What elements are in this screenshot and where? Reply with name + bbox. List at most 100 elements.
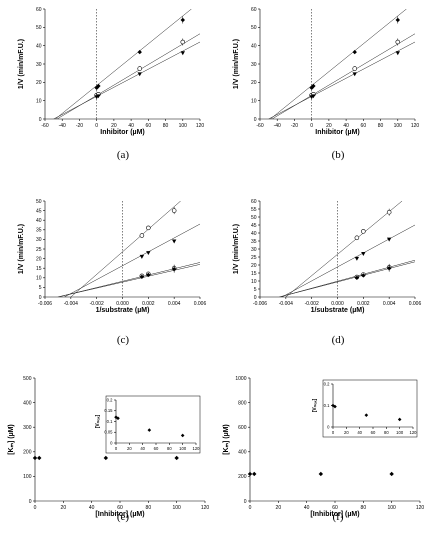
y-tick-label: 20 [251, 263, 257, 269]
x-tick-label: -60 [256, 123, 263, 129]
y-tick-label: 100 [23, 474, 32, 480]
inset-frame [322, 379, 418, 438]
y-tick-label: 200 [238, 474, 247, 480]
y-tick-label: 45 [36, 208, 42, 214]
x-tick-label: 20 [111, 123, 117, 129]
x-tick-label: 0 [310, 123, 313, 129]
data-point [318, 471, 324, 477]
fit-line [57, 262, 200, 297]
y-tick-label: 25 [251, 255, 257, 261]
data-point [247, 471, 253, 477]
x-tick-label: 100 [394, 123, 403, 129]
data-point [137, 66, 143, 71]
y-tick-label: 50 [36, 25, 42, 31]
x-axis-title: [Inhibitor] (µM) [310, 511, 359, 518]
data-point [137, 72, 142, 77]
data-point [146, 251, 151, 256]
y-tick-label: 10 [36, 98, 42, 104]
x-tick-label: 100 [179, 123, 188, 129]
data-point [180, 39, 186, 45]
x-tick-label: 60 [154, 446, 159, 451]
data-point [361, 273, 366, 278]
fit-line [64, 223, 200, 297]
y-tick-label: 0 [244, 499, 247, 505]
x-axis-title: Inhibitor (µM) [100, 129, 144, 136]
fit-line [70, 201, 181, 297]
data-point [146, 225, 151, 231]
y-axis-title: 1/V (min/mF.U.) [18, 224, 25, 274]
x-tick-label: 60 [146, 123, 152, 129]
data-point [361, 252, 366, 256]
x-tick-label: 60 [361, 123, 367, 129]
x-tick-label: -40 [274, 123, 281, 129]
x-tick-label: 40 [343, 123, 349, 129]
y-tick-label: 55 [251, 207, 257, 213]
data-point [103, 455, 109, 461]
panel-label: (c) [117, 334, 130, 346]
y-tick-label: 60 [251, 199, 257, 205]
y-tick-label: 0.1 [324, 403, 330, 408]
y-tick-label: 400 [23, 400, 32, 406]
y-tick-label: 0 [110, 440, 113, 445]
x-tick-label: 0.006 [194, 301, 207, 307]
y-tick-label: 0 [39, 117, 42, 123]
x-tick-label: -20 [76, 123, 83, 129]
fit-line [285, 201, 403, 297]
y-tick-label: 0 [29, 499, 32, 505]
inset-data-point [333, 404, 337, 409]
x-tick-label: 60 [117, 505, 123, 511]
y-tick-label: 300 [23, 425, 32, 431]
inset-y-axis-title: [Vₘₐₓ] [312, 398, 318, 412]
inset-chart-f: 0 20 40 60 80 100 120 0 0.1 0.2 [Vₘₐₓ] [312, 379, 418, 438]
inset-chart-e: 0 20 40 60 80 100 120 0 0.05 0.1 0.15 0.2 [Vₘₐₓ] [95, 395, 201, 454]
y-tick-label: 30 [251, 62, 257, 68]
y-tick-label: 60 [251, 7, 257, 13]
data-point [174, 455, 179, 461]
y-axis-title: [Kₘ] (µM) [223, 424, 230, 455]
inset-data-point [364, 413, 369, 417]
x-tick-label: -40 [59, 123, 66, 129]
x-tick-label: 80 [384, 430, 389, 435]
x-tick-label: 100 [179, 446, 187, 451]
chart-panel-f: 0 20 40 60 80 100 12002004006008001000[Inhibit… [223, 376, 424, 523]
x-tick-label: 120 [201, 505, 210, 511]
data-point [354, 235, 360, 241]
x-tick-label: 80 [146, 505, 152, 511]
y-tick-label: 40 [251, 43, 257, 49]
y-tick-label: 600 [238, 425, 247, 431]
data-point [96, 83, 101, 89]
fit-line [279, 261, 415, 297]
data-point [252, 471, 257, 477]
chart-panel-b: -60 -40 -20 0 20 40 60 80 100 1200102030405060Inh… [233, 7, 419, 161]
y-tick-label: 40 [36, 43, 42, 49]
y-tick-label: 200 [23, 450, 32, 456]
data-point [137, 49, 142, 55]
x-tick-label: 120 [410, 430, 418, 435]
y-tick-label: 20 [36, 256, 42, 262]
x-tick-label: 80 [378, 123, 384, 129]
data-point [386, 266, 392, 271]
y-tick-label: 0.2 [324, 381, 330, 386]
y-tick-label: 40 [251, 231, 257, 237]
inset-data-point [397, 417, 402, 422]
x-tick-label: 60 [371, 430, 376, 435]
y-tick-label: 0 [39, 295, 42, 301]
x-tick-label: 40 [89, 505, 95, 511]
y-tick-label: 15 [251, 271, 257, 277]
fit-line [270, 9, 407, 119]
inset-data-point [147, 428, 152, 432]
y-tick-label: 10 [36, 276, 42, 282]
y-tick-label: 60 [36, 7, 42, 13]
y-tick-label: 0.1 [107, 419, 113, 424]
x-tick-label: 40 [128, 123, 134, 129]
x-tick-label: 20 [326, 123, 332, 129]
x-tick-label: 40 [357, 430, 362, 435]
y-tick-label: 0 [327, 424, 330, 429]
x-tick-label: 0.004 [383, 301, 396, 307]
chart-panel-d: -0.006 -0.004 -0.002 0.000 0.002 0.004 0.006 0 5… [233, 199, 421, 346]
y-tick-label: 0.15 [104, 408, 113, 413]
y-tick-label: 20 [251, 80, 257, 86]
fit-line [268, 41, 415, 119]
data-point [139, 233, 145, 238]
